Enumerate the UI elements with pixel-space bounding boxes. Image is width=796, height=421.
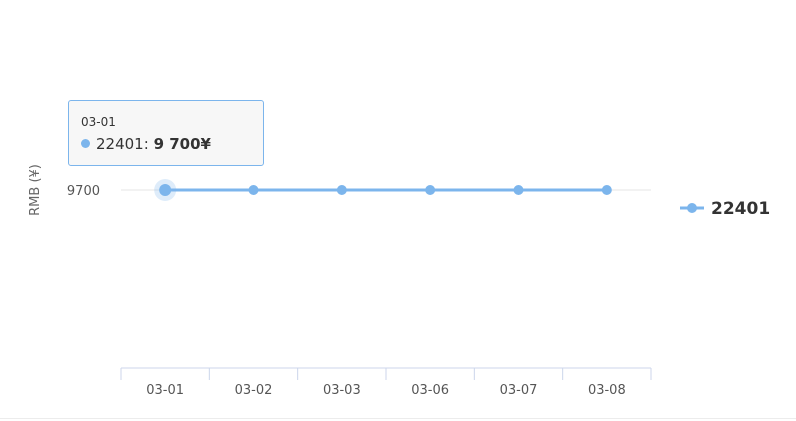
tooltip: 03-01 22401: 9 700¥ bbox=[68, 100, 264, 166]
y-axis-title: RMB (¥) bbox=[28, 164, 43, 216]
data-point bbox=[425, 185, 436, 195]
tooltip-row: 22401: 9 700¥ bbox=[81, 135, 211, 153]
x-tick-label: 03-08 bbox=[588, 383, 626, 398]
x-tick-label: 03-03 bbox=[323, 383, 361, 398]
legend-label: 22401 bbox=[711, 199, 770, 219]
tooltip-separator: : bbox=[143, 135, 149, 153]
tooltip-series-marker bbox=[81, 139, 90, 148]
tooltip-value: 9 700¥ bbox=[153, 135, 211, 153]
bottom-divider bbox=[0, 418, 796, 419]
x-tick-label: 03-07 bbox=[500, 383, 538, 398]
data-point bbox=[159, 184, 172, 196]
tooltip-header: 03-01 bbox=[81, 115, 116, 129]
legend-marker bbox=[687, 203, 697, 213]
y-tick-label: 9700 bbox=[67, 184, 100, 199]
legend[interactable]: 22401 bbox=[680, 199, 770, 219]
data-point bbox=[336, 185, 347, 195]
data-point bbox=[248, 185, 259, 195]
tooltip-series-name: 22401 bbox=[96, 135, 144, 153]
data-point bbox=[601, 185, 612, 195]
y-axis-ticks: 9700 bbox=[67, 184, 100, 199]
x-axis: 03-01 03-02 03-03 03-06 03-07 03-08 bbox=[120, 367, 652, 398]
x-tick-label: 03-01 bbox=[146, 383, 184, 398]
x-tick-label: 03-06 bbox=[411, 383, 449, 398]
series-group bbox=[154, 179, 612, 201]
x-tick-label: 03-02 bbox=[235, 383, 273, 398]
data-point bbox=[513, 185, 524, 195]
